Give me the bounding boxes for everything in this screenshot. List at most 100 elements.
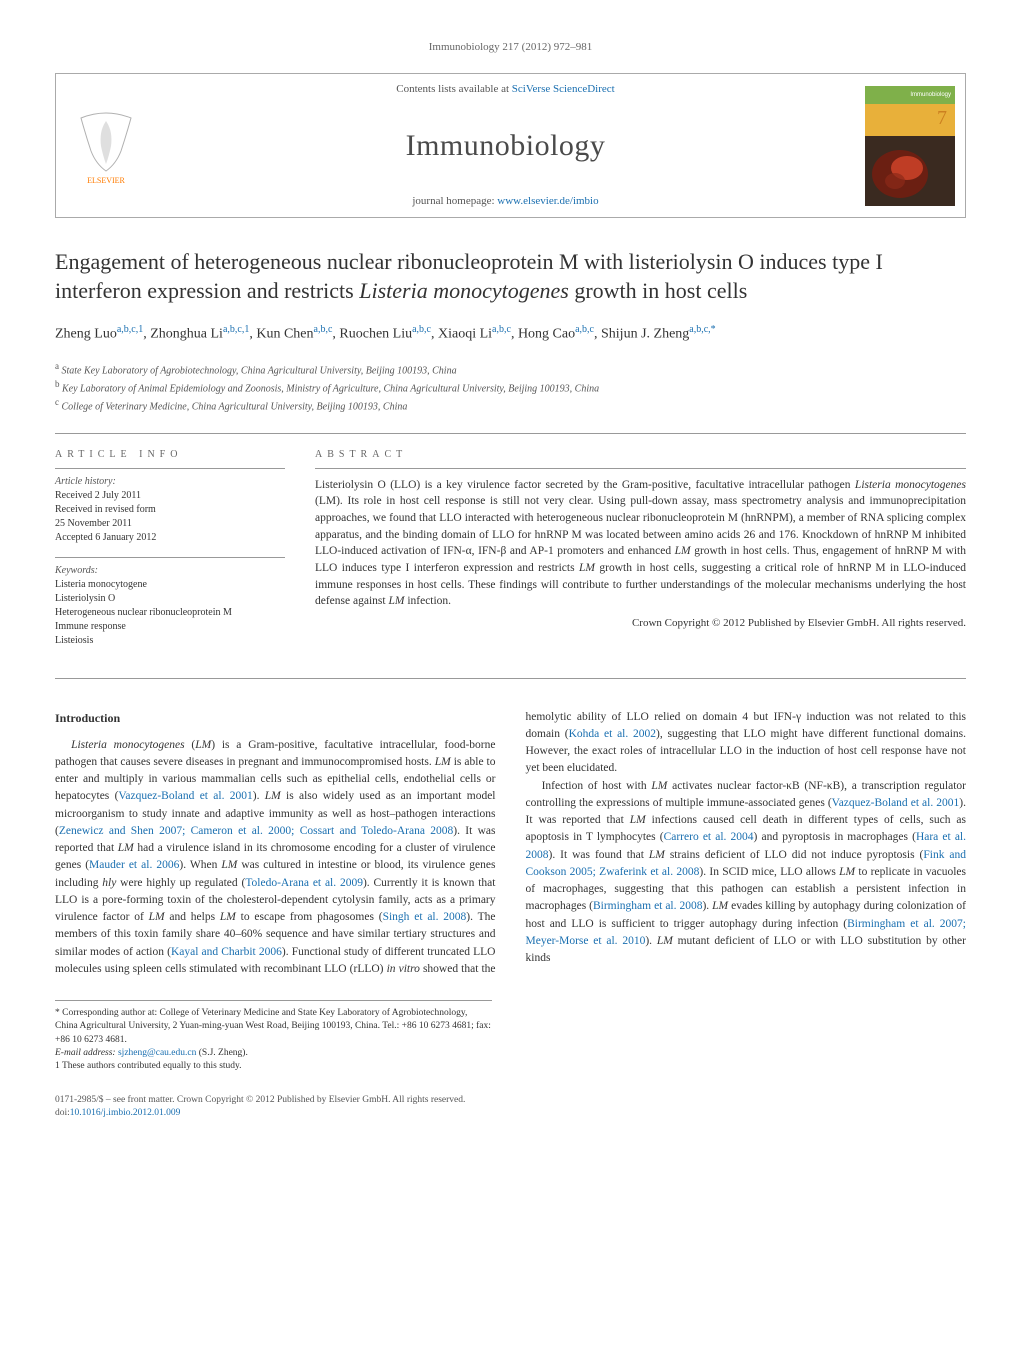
corresponding-author: * Corresponding author at: College of Ve… [55, 1007, 492, 1047]
t: LM [657, 935, 673, 947]
citation-link[interactable]: Mauder et al. 2006 [89, 859, 179, 871]
author-sup: a,b,c,* [689, 324, 715, 335]
author: Ruochen Liu [339, 326, 412, 341]
journal-name: Immunobiology [166, 125, 845, 167]
keyword: Listeiosis [55, 634, 285, 648]
t: ). It was found that [549, 849, 649, 861]
author: Hong Cao [518, 326, 575, 341]
email-link[interactable]: sjzheng@cau.edu.cn [118, 1048, 196, 1058]
t: hly [102, 877, 116, 889]
t: LM [221, 859, 237, 871]
email-line: E-mail address: sjzheng@cau.edu.cn (S.J.… [55, 1047, 492, 1060]
history-revised1: Received in revised form [55, 503, 285, 517]
author: Zheng Luo [55, 326, 117, 341]
author-sup: a,b,c [575, 324, 594, 335]
t: ). When [179, 859, 221, 871]
citation-link[interactable]: Zenewicz and Shen 2007; Cameron et al. 2… [59, 825, 453, 837]
cover-cell: Immunobiology 7 [855, 74, 965, 217]
abs-s: Listeriolysin O (LLO) is a key virulence… [315, 479, 855, 491]
copyright: Crown Copyright © 2012 Published by Else… [315, 616, 966, 632]
abs-sp: Listeria monocytogenes [855, 479, 966, 491]
front-matter: 0171-2985/$ – see front matter. Crown Co… [55, 1094, 966, 1107]
citation-link[interactable]: Vazquez-Boland et al. 2001 [118, 790, 252, 802]
elsevier-logo-cell: ELSEVIER [56, 74, 156, 217]
t: phagosomes ( [317, 911, 383, 923]
equal-contrib: 1 These authors contributed equally to t… [55, 1060, 492, 1073]
author-sup: a,b,c,1 [223, 324, 249, 335]
bottom-meta: 0171-2985/$ – see front matter. Crown Co… [55, 1094, 966, 1121]
affiliation: c College of Veterinary Medicine, China … [55, 396, 966, 414]
citation-link[interactable]: Singh et al. 2008 [383, 911, 467, 923]
t: LM [839, 866, 855, 878]
abstract-column: abstract Listeriolysin O (LLO) is a key … [315, 438, 966, 660]
author-sup: a,b,c,1 [117, 324, 143, 335]
doi-label: doi: [55, 1108, 70, 1118]
t: LM [649, 849, 665, 861]
aff-text: Key Laboratory of Animal Epidemiology an… [62, 383, 599, 394]
citation-link[interactable]: Carrero et al. 2004 [664, 831, 754, 843]
t: ). [253, 790, 265, 802]
keyword: Listeriolysin O [55, 592, 285, 606]
author-sup: a,b,c [492, 324, 511, 335]
affiliation: a State Key Laboratory of Agrobiotechnol… [55, 360, 966, 378]
article-info-column: article info Article history: Received 2… [55, 438, 285, 660]
affiliations: a State Key Laboratory of Agrobiotechnol… [55, 360, 966, 415]
citation-link[interactable]: Birmingham et al. 2008 [593, 900, 703, 912]
t: to escape from [236, 911, 312, 923]
t: ) and pyroptosis in macrophages ( [754, 831, 916, 843]
affiliation: b Key Laboratory of Animal Epidemiology … [55, 378, 966, 396]
t: ). [645, 935, 657, 947]
keyword: Listeria monocytogene [55, 578, 285, 592]
homepage-link[interactable]: www.elsevier.de/imbio [497, 195, 598, 207]
intro-head: Introduction [55, 709, 496, 727]
article-history: Article history: Received 2 July 2011 Re… [55, 468, 285, 545]
title-p2: growth in host cells [569, 278, 747, 303]
history-label: Article history: [55, 475, 285, 489]
contents-line: Contents lists available at SciVerse Sci… [166, 82, 845, 97]
footnotes: * Corresponding author at: College of Ve… [55, 1000, 492, 1073]
author-sup: a,b,c [314, 324, 333, 335]
aff-text: College of Veterinary Medicine, China Ag… [62, 402, 408, 413]
t: ). In SCID mice, LLO allows [699, 866, 839, 878]
t: LM [195, 739, 211, 751]
body-text: Introduction Listeria monocytogenes (LM)… [55, 709, 966, 979]
citation-link[interactable]: Kohda et al. 2002 [569, 728, 656, 740]
svg-text:7: 7 [937, 107, 947, 129]
abs-sp: LM [675, 545, 691, 557]
abs-sp: LM [388, 595, 404, 607]
t: LM [712, 900, 728, 912]
homepage-prefix: journal homepage: [412, 195, 497, 207]
article-title: Engagement of heterogeneous nuclear ribo… [55, 248, 966, 305]
contents-prefix: Contents lists available at [396, 83, 511, 95]
aff-key: b [55, 379, 60, 389]
t: LM [630, 814, 646, 826]
sciencedirect-link[interactable]: SciVerse ScienceDirect [512, 83, 615, 95]
citation-link[interactable]: Kayal and Charbit 2006 [171, 946, 282, 958]
email-suffix: (S.J. Zheng). [196, 1048, 247, 1058]
citation-link[interactable]: Vazquez-Boland et al. 2001 [832, 797, 960, 809]
author: Zhonghua Li [150, 326, 223, 341]
t: LM [435, 756, 451, 768]
doi-link[interactable]: 10.1016/j.imbio.2012.01.009 [70, 1108, 181, 1118]
aff-text: State Key Laboratory of Agrobiotechnolog… [62, 365, 457, 376]
author-sup: a,b,c [412, 324, 431, 335]
title-species: Listeria monocytogenes [359, 278, 569, 303]
svg-text:Immunobiology: Immunobiology [910, 92, 951, 98]
homepage-line: journal homepage: www.elsevier.de/imbio [166, 194, 845, 209]
t: LM [265, 790, 281, 802]
author-list: Zheng Luoa,b,c,1, Zhonghua Lia,b,c,1, Ku… [55, 322, 966, 346]
abs-s: infection. [404, 595, 451, 607]
citation-link[interactable]: Toledo-Arana et al. 2009 [245, 877, 363, 889]
author: Kun Chen [256, 326, 313, 341]
t: were highly up regulated ( [116, 877, 245, 889]
keyword-text: Listeria monocytogene [55, 579, 147, 590]
t: LM [220, 911, 236, 923]
t: ). [702, 900, 712, 912]
t: LM [118, 842, 134, 854]
author: Xiaoqi Li [438, 326, 492, 341]
history-received: Received 2 July 2011 [55, 489, 285, 503]
divider [55, 433, 966, 434]
t: LM [651, 780, 667, 792]
elsevier-logo: ELSEVIER [71, 106, 141, 186]
aff-key: a [55, 361, 59, 371]
